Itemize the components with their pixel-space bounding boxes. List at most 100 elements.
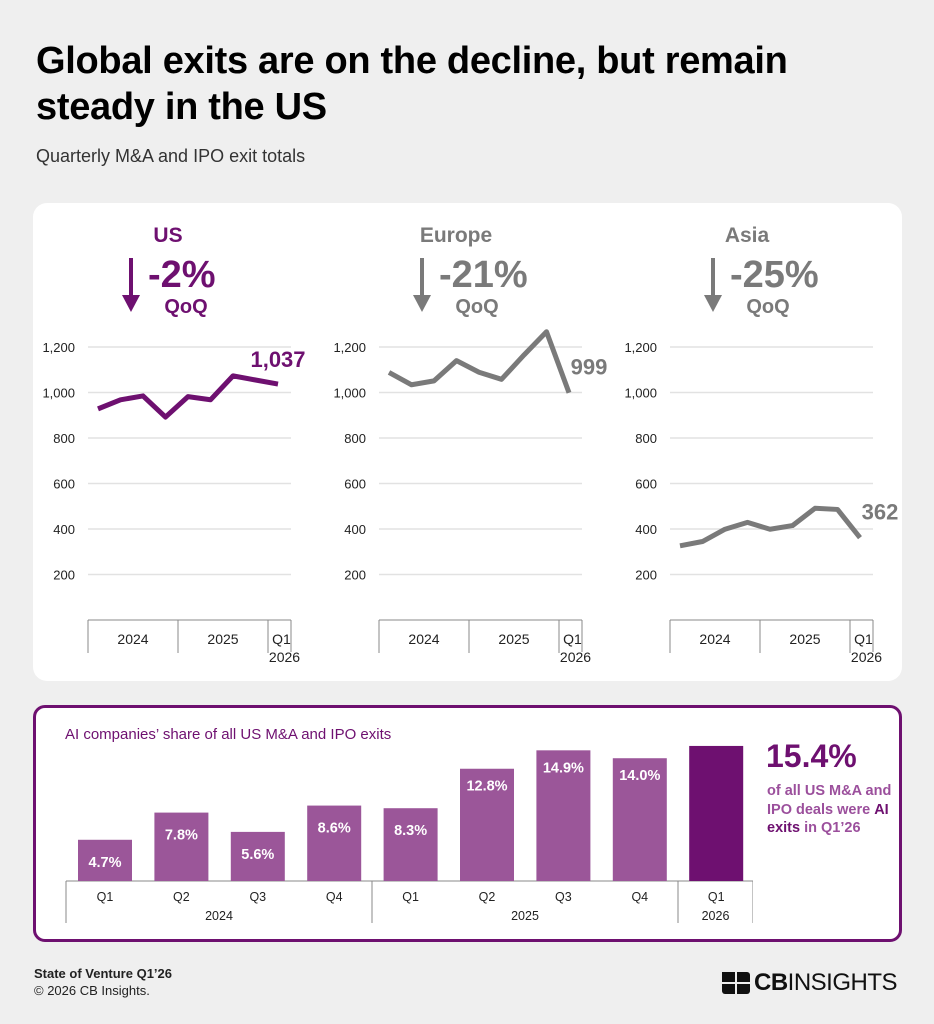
down-arrow-icon [413, 295, 431, 312]
line-chart-europe: Europe -21%QoQ 200 400 600 800 1,000 1,200 2024 2… [333, 224, 607, 665]
x-group-label: 2026 [269, 649, 300, 665]
cb-logo-icon [722, 972, 750, 994]
y-tick-label: 400 [635, 522, 657, 537]
end-value-label: 1,037 [250, 347, 305, 372]
ai-callout-text-post: in Q1’26 [800, 820, 861, 836]
y-tick-label: 600 [53, 477, 75, 492]
footer-source: State of Venture Q1’26 [34, 966, 172, 981]
y-tick-label: 600 [635, 477, 657, 492]
series-line-us [97, 373, 279, 420]
x-group-label: 2024 [117, 631, 148, 647]
end-value-label: 999 [571, 355, 608, 380]
y-tick-label: 200 [635, 568, 657, 583]
y-tick-label: 200 [53, 568, 75, 583]
bar [460, 768, 514, 881]
x-tick-label: Q3 [249, 890, 266, 904]
bar-value-label: 7.8% [165, 828, 198, 844]
x-tick-label: Q4 [326, 890, 343, 904]
region-name: US [153, 224, 182, 247]
ai-callout-text: of all US M&A and IPO deals were AI exit… [767, 782, 897, 838]
bar-value-label: 5.6% [241, 847, 274, 863]
down-arrow-icon [122, 295, 140, 312]
logo-cb: CB [754, 969, 788, 996]
region-name: Europe [420, 224, 492, 247]
bar [78, 839, 132, 881]
y-tick-label: 800 [344, 431, 366, 446]
down-arrow-icon [704, 295, 722, 312]
x-group-label: Q1 [854, 631, 873, 647]
ai-share-card: AI companies’ share of all US M&A and IP… [33, 705, 902, 942]
bar-value-label: 8.3% [394, 823, 427, 839]
x-group-label: 2026 [560, 649, 591, 665]
bar [612, 758, 667, 881]
down-arrow-icon-shaft [711, 258, 715, 298]
x-group-label: 2026 [702, 909, 730, 923]
x-tick-label: Q2 [173, 890, 190, 904]
y-tick-label: 400 [53, 522, 75, 537]
y-tick-label: 800 [53, 431, 75, 446]
bar-value-label: 8.6% [318, 821, 351, 837]
x-group-label: 2026 [851, 649, 882, 665]
region-qoq-label: QoQ [455, 296, 498, 318]
y-tick-label: 1,200 [624, 340, 657, 355]
bar-value-label: 14.0% [619, 768, 660, 784]
y-tick-label: 600 [344, 477, 366, 492]
bar-value-label: 4.7% [88, 855, 121, 871]
x-group-label: Q1 [563, 631, 582, 647]
x-tick-label: Q4 [631, 890, 648, 904]
x-group-label: 2024 [408, 631, 439, 647]
end-value-label: 362 [862, 500, 899, 525]
region-qoq-label: QoQ [746, 296, 789, 318]
x-group-label: 2025 [511, 909, 539, 923]
y-tick-label: 1,200 [42, 340, 75, 355]
ai-callout-text-bold: AI exits [767, 801, 889, 837]
line-chart-asia: Asia -25%QoQ 200 400 600 800 1,000 1,200 2024 202… [624, 224, 898, 665]
cb-insights-logo: CBINSIGHTS [722, 969, 898, 997]
y-tick-label: 1,000 [624, 386, 657, 401]
down-arrow-icon-shaft [420, 258, 424, 298]
region-change: -2% [148, 254, 216, 296]
region-change: -21% [439, 254, 528, 296]
footer-copyright: © 2026 CB Insights. [34, 983, 150, 998]
x-tick-label: Q1 [708, 890, 725, 904]
x-group-label: 2024 [205, 909, 233, 923]
ai-callout-text-pre: of all US M&A and IPO deals were [767, 783, 892, 818]
bar-value-label: 12.8% [466, 779, 507, 795]
page-title: Global exits are on the decline, but rem… [36, 40, 788, 128]
ai-callout-value: 15.4% [766, 738, 857, 774]
x-tick-label: Q2 [479, 890, 496, 904]
x-group-label: 2024 [699, 631, 730, 647]
down-arrow-icon-shaft [129, 258, 133, 298]
page-subtitle: Quarterly M&A and IPO exit totals [36, 146, 306, 166]
y-tick-label: 1,200 [333, 340, 366, 355]
ai-share-title: AI companies’ share of all US M&A and IP… [65, 726, 392, 743]
ai-share-bar-chart: 4.7% Q1 7.8% Q2 5.6% Q3 8.6% Q4 8.3% Q1 12.8% Q2 14.… [65, 745, 753, 923]
y-tick-label: 1,000 [42, 386, 75, 401]
y-tick-label: 800 [635, 431, 657, 446]
series-line-asia [679, 505, 862, 549]
bar [383, 808, 438, 881]
region-change: -25% [730, 254, 819, 296]
x-group-label: 2025 [207, 631, 238, 647]
x-group-label: 2025 [498, 631, 529, 647]
y-tick-label: 400 [344, 522, 366, 537]
bar-value-label: 14.9% [543, 760, 584, 776]
logo-insights: INSIGHTS [787, 969, 898, 996]
x-tick-label: Q1 [97, 890, 114, 904]
logo-wordmark: CBINSIGHTS [754, 969, 898, 997]
x-tick-label: Q1 [402, 890, 419, 904]
bar [689, 745, 744, 881]
series-line-europe [387, 329, 572, 394]
regional-exits-card: US -2% QoQ 200 400 600 800 1,000 1,200 2024 2025 Q1… [33, 203, 902, 681]
x-tick-label: Q3 [555, 890, 572, 904]
line-chart-us: US -2%QoQ 200 400 600 800 1,000 1,200 2024 2025 Q1… [42, 224, 305, 665]
x-group-label: 2025 [789, 631, 820, 647]
region-name: Asia [725, 224, 770, 247]
bar [536, 750, 591, 881]
x-group-label: Q1 [272, 631, 291, 647]
bar [154, 812, 209, 881]
bar [230, 831, 285, 881]
y-tick-label: 1,000 [333, 386, 366, 401]
region-qoq-label: QoQ [164, 296, 207, 318]
